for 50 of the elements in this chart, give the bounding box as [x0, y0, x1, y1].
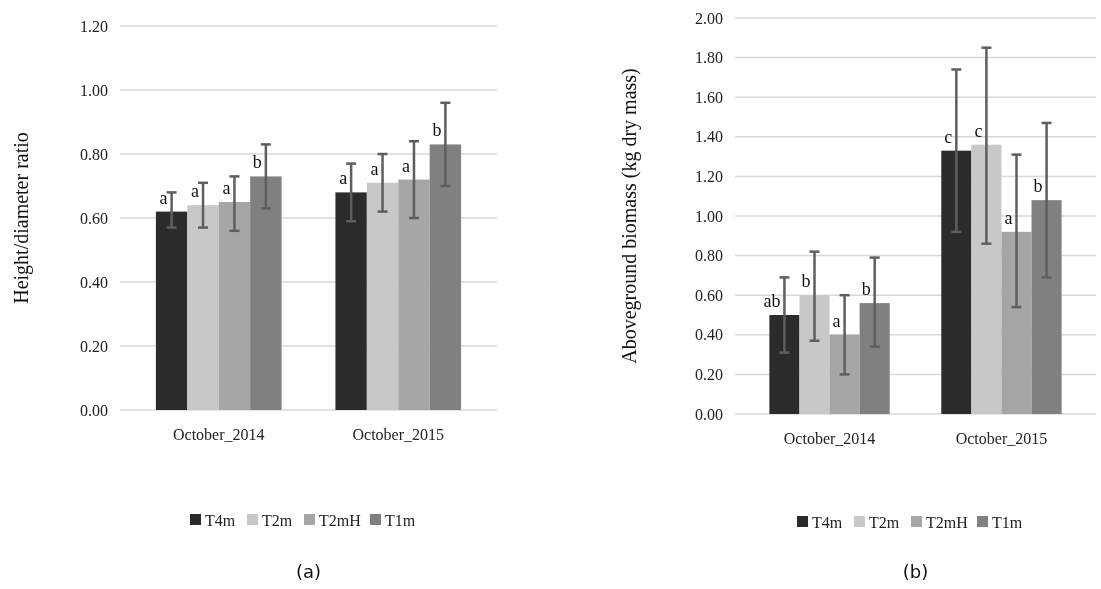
y-tick-label: 1.60	[695, 88, 723, 106]
data-label: b	[252, 152, 262, 173]
data-label: b	[1033, 176, 1043, 197]
data-label: c	[974, 120, 983, 141]
legend-label: T4m	[812, 513, 843, 531]
y-axis-title: Height/diameter ratio	[10, 132, 33, 304]
y-axis-title: Aboveground biomass (kg dry mass)	[618, 68, 641, 364]
legend-label: T4m	[205, 511, 236, 529]
x-tick-label: October_2015	[955, 430, 1048, 447]
y-tick-label: 0.80	[695, 247, 723, 265]
y-tick-label: 1.00	[80, 81, 108, 99]
y-tick-label: 1.00	[695, 207, 723, 225]
data-label: a	[832, 310, 841, 331]
data-label: a	[1004, 207, 1013, 228]
y-tick-label: 0.20	[80, 337, 108, 355]
y-tick-label: 1.20	[80, 17, 108, 35]
y-tick-label: 0.20	[695, 366, 723, 383]
y-tick-label: 0.60	[80, 209, 108, 227]
data-label: a	[191, 181, 200, 202]
data-label: a	[159, 187, 168, 208]
y-tick-label: 2.00	[695, 9, 723, 27]
data-label: a	[339, 168, 348, 189]
legend-label: T2mH	[319, 511, 362, 529]
legend-label: T1m	[992, 513, 1023, 531]
y-tick-label: 0.80	[80, 145, 108, 163]
x-tick-label: October_2014	[172, 426, 265, 443]
data-label: b	[432, 120, 442, 141]
y-tick-label: 1.40	[695, 128, 723, 146]
data-label: a	[370, 158, 379, 179]
x-tick-label: October_2014	[783, 430, 876, 447]
data-label: c	[944, 126, 953, 147]
legend-label: T1m	[385, 511, 416, 529]
y-tick-label: 0.40	[695, 326, 723, 344]
y-tick-label: 0.00	[695, 405, 723, 423]
x-tick-label: October_2015	[352, 426, 445, 443]
data-label: b	[801, 271, 811, 292]
data-label: b	[861, 279, 871, 300]
y-tick-label: 1.80	[695, 49, 723, 67]
legend-label: T2mH	[926, 513, 969, 531]
data-label: a	[222, 178, 231, 198]
data-label: ab	[763, 291, 781, 311]
text: (a)	[295, 561, 322, 582]
text: (b)	[902, 561, 929, 582]
data-label: a	[401, 155, 410, 176]
y-tick-label: 0.00	[80, 401, 108, 419]
legend-label: T2m	[262, 511, 293, 529]
y-tick-label: 0.60	[695, 286, 723, 304]
legend-label: T2m	[869, 513, 900, 531]
y-tick-label: 0.40	[80, 273, 108, 291]
y-tick-label: 1.20	[695, 168, 723, 185]
